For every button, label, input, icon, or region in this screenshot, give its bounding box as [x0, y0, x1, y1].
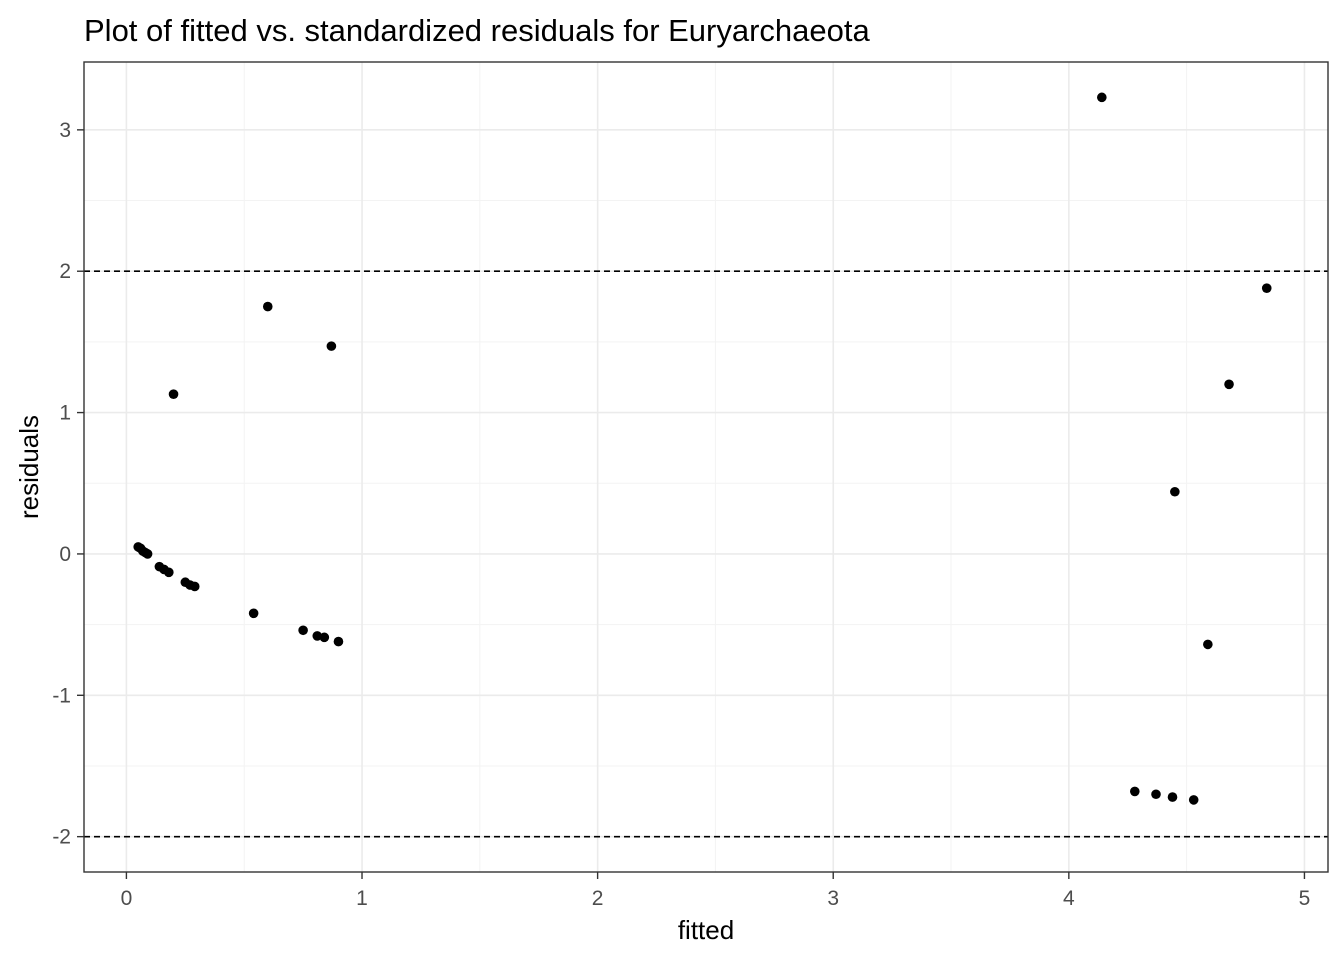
data-point [1097, 92, 1107, 103]
data-point [1130, 786, 1140, 797]
data-point [1203, 639, 1213, 650]
data-point [1261, 283, 1272, 293]
y-axis: -2 -1 0 1 2 3 [52, 119, 84, 849]
y-tick-label: 0 [59, 543, 71, 566]
data-point [1188, 795, 1199, 805]
x-axis: 0 1 2 3 4 5 [121, 872, 1311, 910]
chart-title: Plot of fitted vs. standardized residual… [84, 13, 871, 48]
data-point [168, 389, 179, 399]
data-point [164, 567, 174, 578]
y-tick-label: 2 [59, 260, 71, 283]
data-points [133, 92, 1272, 805]
x-tick-label: 3 [827, 887, 839, 910]
y-axis-title: residuals [14, 415, 44, 519]
x-tick-label: 2 [592, 887, 604, 910]
data-point [326, 341, 337, 351]
y-tick-label: 1 [59, 402, 71, 425]
data-point [1167, 792, 1178, 802]
data-point [1170, 486, 1180, 497]
data-point [333, 636, 344, 647]
x-tick-label: 1 [356, 887, 368, 910]
x-tick-label: 5 [1299, 887, 1311, 910]
x-axis-title: fitted [678, 915, 734, 945]
y-tick-label: -2 [52, 826, 71, 849]
x-tick-label: 0 [121, 887, 133, 910]
data-point [319, 632, 330, 643]
data-point [248, 608, 259, 619]
data-point [1151, 789, 1161, 800]
data-point [1224, 379, 1234, 390]
data-point [298, 625, 308, 636]
data-point [262, 301, 273, 312]
y-tick-label: -1 [52, 684, 71, 707]
plot-panel [83, 61, 1329, 873]
data-point [142, 549, 153, 559]
grid [84, 62, 1328, 872]
data-point [189, 581, 200, 592]
x-tick-label: 4 [1063, 887, 1075, 910]
y-tick-label: 3 [59, 119, 71, 142]
reference-lines [84, 270, 1328, 838]
